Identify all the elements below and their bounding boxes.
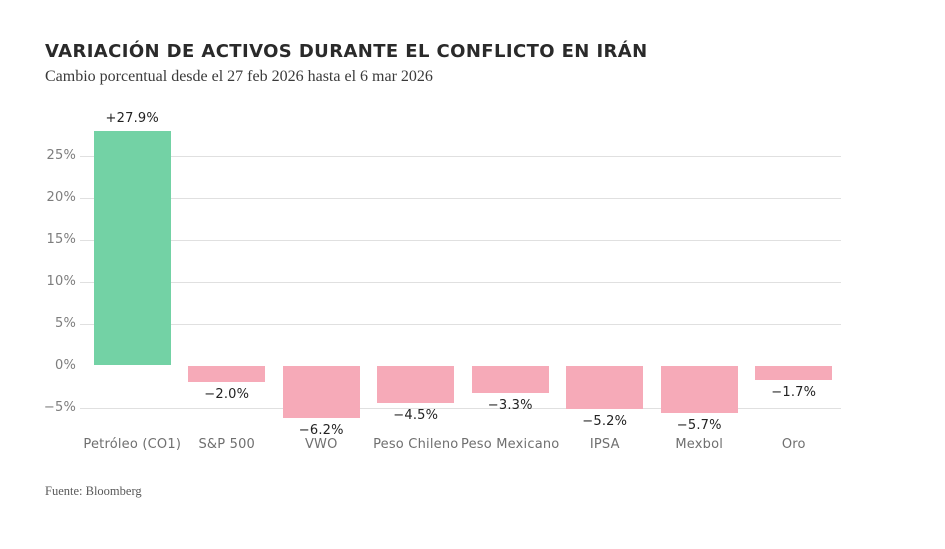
x-axis-label: IPSA	[589, 437, 620, 452]
gridline-15	[80, 239, 841, 241]
bar	[566, 365, 644, 410]
x-axis-label: VWO	[304, 437, 338, 452]
bar	[660, 365, 738, 414]
bar	[282, 365, 360, 418]
bar-value-label: −5.7%	[676, 418, 722, 434]
bar-value-label: +27.9%	[105, 111, 159, 127]
source-note: Fuente: Bloomberg	[45, 484, 142, 498]
y-tick-label: 25%	[46, 147, 76, 163]
bar	[93, 131, 171, 366]
y-tick-label: −5%	[43, 399, 76, 415]
chart-subtitle: Cambio porcentual desde el 27 feb 2026 h…	[45, 68, 433, 85]
x-axis-label: S&P 500	[198, 437, 256, 452]
y-tick-label: 0%	[54, 357, 76, 373]
gridline-20	[80, 197, 841, 199]
gridline--5	[80, 407, 841, 409]
x-axis-label: Oro	[781, 437, 806, 452]
gridline-5	[80, 323, 841, 325]
chart-title: VARIACIÓN DE ACTIVOS DURANTE EL CONFLICT…	[45, 41, 648, 62]
bar	[377, 365, 455, 404]
x-axis-label: Peso Chileno	[373, 437, 459, 452]
bar-value-label: −4.5%	[393, 408, 439, 424]
bar-value-label: −1.7%	[771, 384, 817, 400]
bar	[755, 365, 833, 380]
x-axis-label: Petróleo (CO1)	[83, 437, 182, 452]
gridline-25	[80, 155, 841, 157]
bar-value-label: −5.2%	[582, 414, 628, 430]
y-tick-label: 20%	[46, 189, 76, 205]
bar-value-label: −2.0%	[204, 387, 250, 403]
gridline-10	[80, 281, 841, 283]
x-axis-label: Mexbol	[675, 437, 724, 452]
y-tick-label: 15%	[46, 231, 76, 247]
bar	[188, 365, 266, 383]
x-axis-label: Peso Mexicano	[461, 437, 560, 452]
bar	[471, 365, 549, 394]
y-tick-label: 10%	[46, 273, 76, 289]
y-tick-label: 5%	[54, 315, 76, 331]
bar-value-label: −6.2%	[298, 422, 344, 438]
bar-value-label: −3.3%	[487, 398, 533, 414]
